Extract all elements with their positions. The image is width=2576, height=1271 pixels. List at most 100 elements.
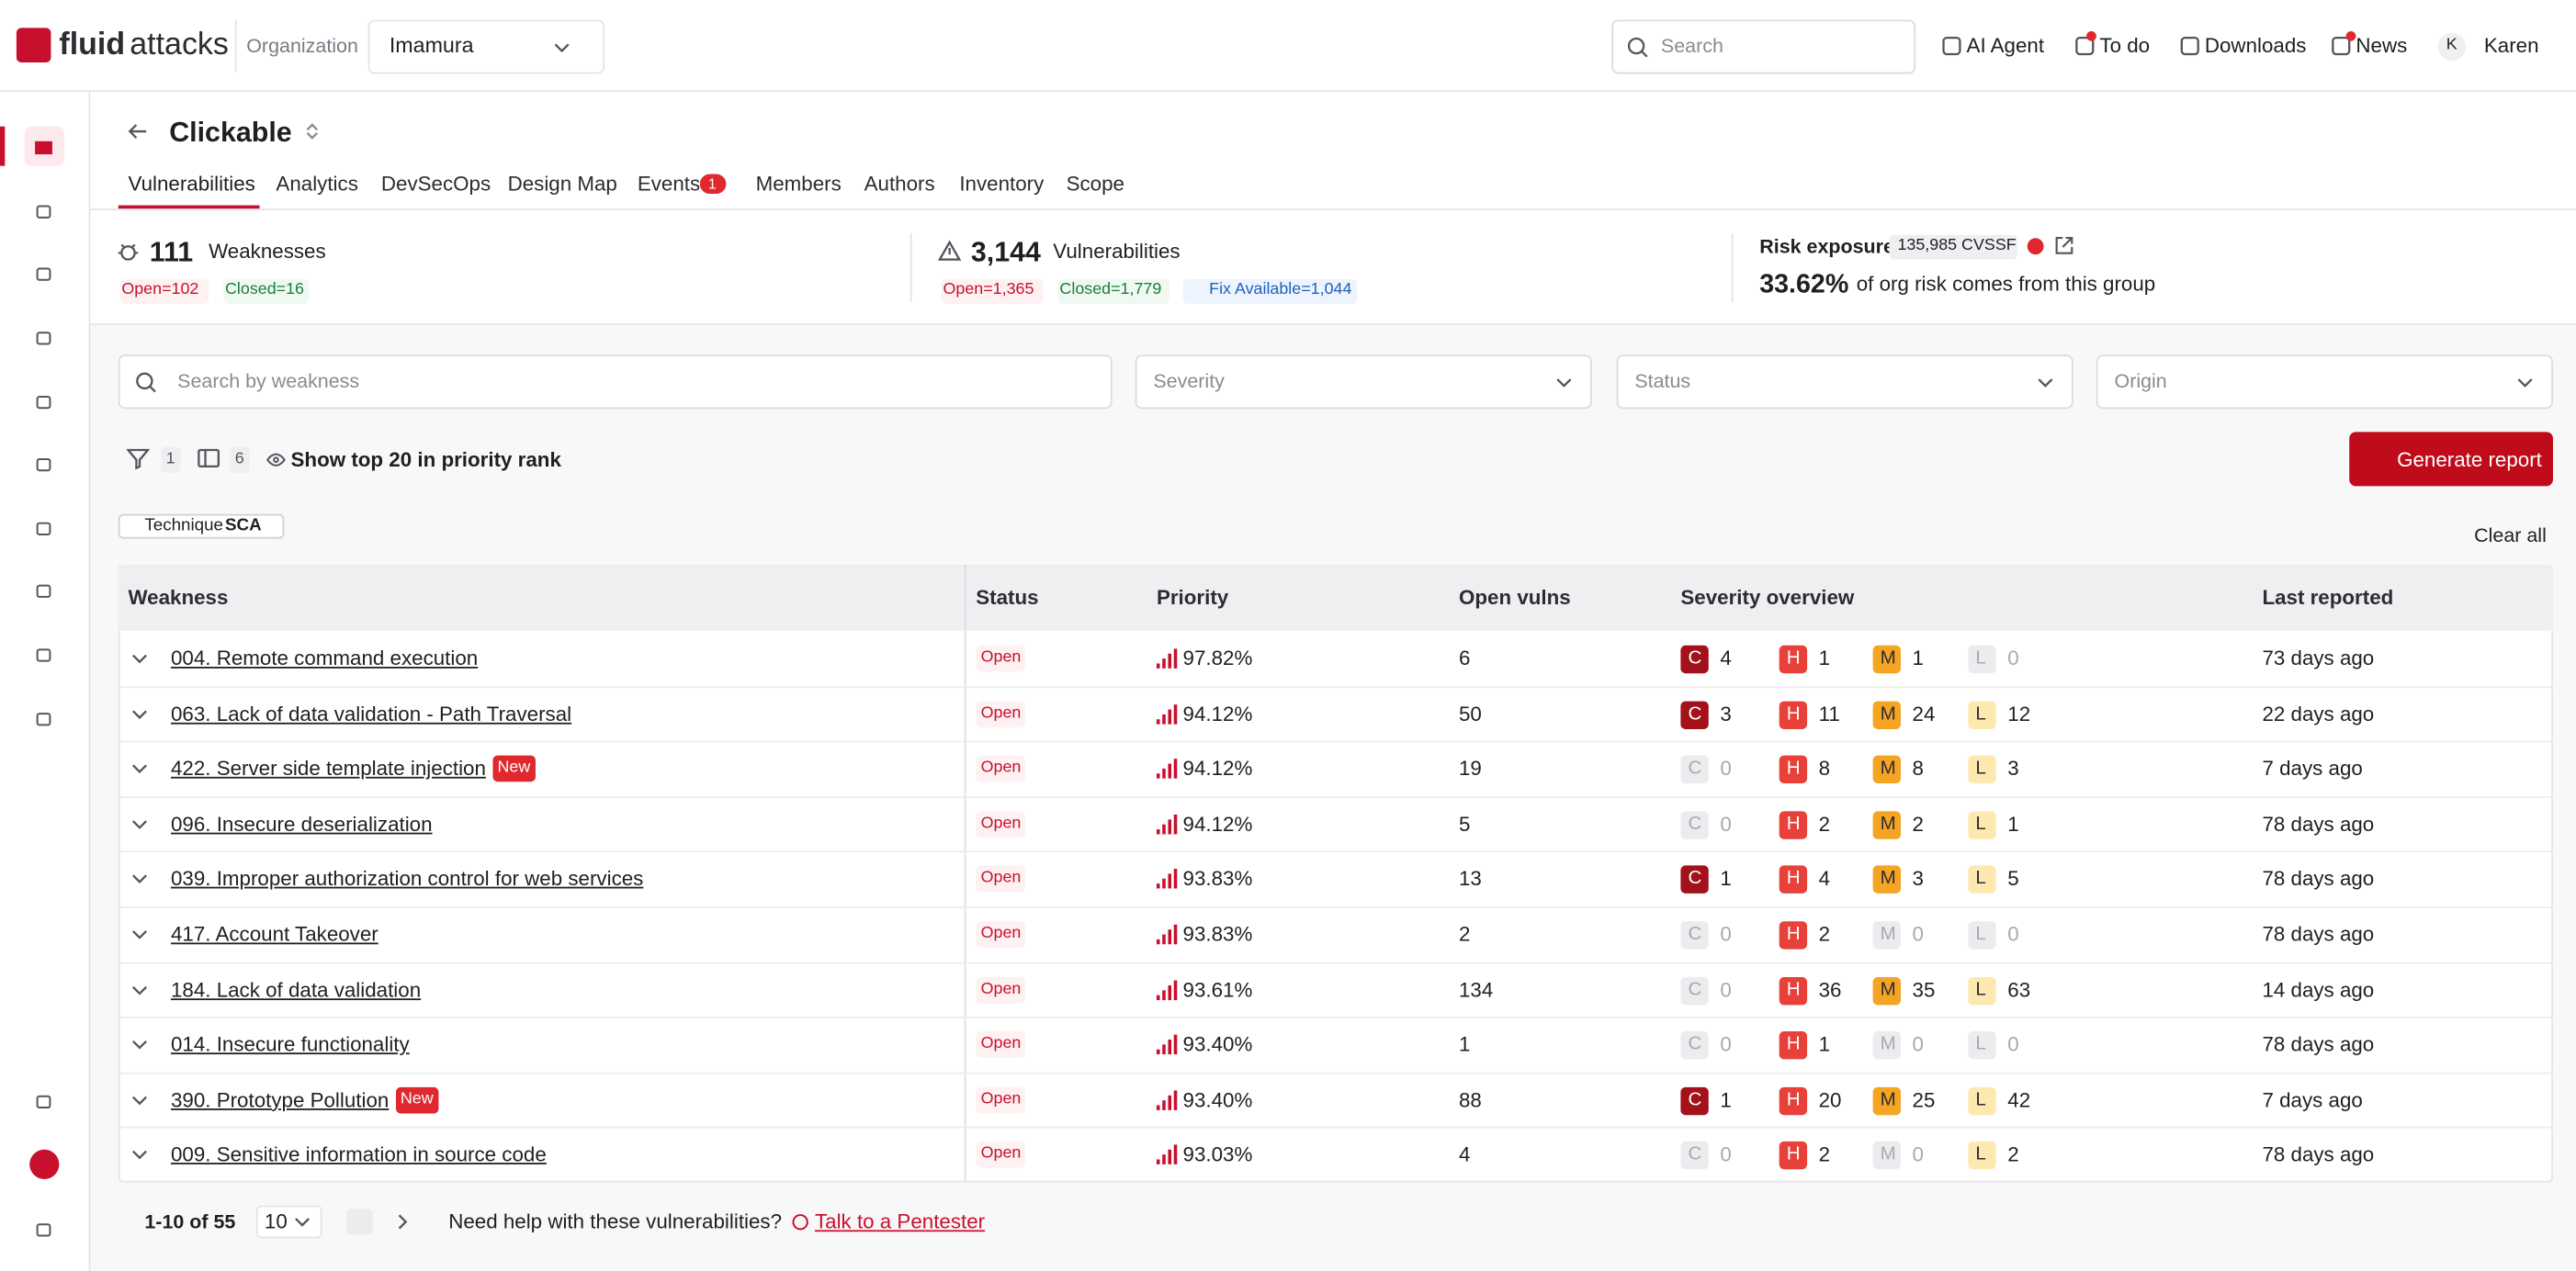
tab[interactable]: Scope <box>1066 172 1124 196</box>
sidebar-icon <box>35 1090 54 1109</box>
severity-badge <box>1968 1031 1996 1060</box>
page-size[interactable] <box>255 1205 322 1239</box>
chevron <box>128 813 151 836</box>
open-vulns: 19 <box>1458 757 1482 781</box>
help-icon[interactable] <box>29 1149 60 1179</box>
brand: fluid <box>59 28 126 62</box>
sidebar-icon <box>35 454 54 473</box>
chevron <box>550 36 573 59</box>
logo-mark <box>16 28 51 62</box>
chevron <box>2034 371 2057 394</box>
weakness-link[interactable]: 039. Improper authorization control for … <box>170 867 644 891</box>
nav-item[interactable]: Downloads <box>2204 34 2307 58</box>
nav-item[interactable]: News <box>2356 34 2408 58</box>
severity-badge <box>1779 1086 1808 1115</box>
severity-count: 1 <box>1720 1088 1732 1112</box>
weakness-link[interactable]: 422. Server side template injection <box>170 757 486 781</box>
weakness-link[interactable]: 417. Account Takeover <box>170 923 378 947</box>
weakness-link[interactable]: 004. Remote command execution <box>170 647 479 670</box>
severity-badge <box>1872 1031 1902 1060</box>
weakness-link[interactable]: 390. Prototype Pollution <box>170 1088 390 1112</box>
severity-count: 2 <box>2007 1143 2019 1167</box>
report-button[interactable] <box>2349 432 2553 487</box>
sidebar-icon <box>35 327 54 346</box>
severity-count: 0 <box>1720 1033 1732 1057</box>
last-reported: 7 days ago <box>2262 1088 2363 1112</box>
open-vulns: 88 <box>1458 1088 1482 1112</box>
tab[interactable]: Events <box>637 172 701 196</box>
dropdown[interactable] <box>2096 354 2553 410</box>
brand: attacks <box>130 28 229 62</box>
org-label: Organization <box>246 34 358 58</box>
column-header: Severity overview <box>1680 586 1855 610</box>
tab[interactable]: Vulnerabilities <box>128 172 255 196</box>
status-pill: Open <box>976 700 1026 727</box>
tab[interactable]: Authors <box>864 172 935 196</box>
top-toggle[interactable]: Show top 20 in priority rank <box>290 448 561 472</box>
dropdown-label: Origin <box>2114 369 2167 393</box>
column-count[interactable]: 6 <box>230 446 250 474</box>
stats-divider <box>910 232 912 303</box>
column-header[interactable]: Status <box>976 586 1039 610</box>
prev-page[interactable] <box>346 1209 373 1235</box>
weakness-link[interactable]: 184. Lack of data validation <box>170 978 422 1002</box>
tab[interactable]: DevSecOps <box>380 172 491 196</box>
severity-badge <box>1680 1086 1709 1115</box>
open-pill <box>119 279 209 304</box>
weakness-link[interactable]: 063. Lack of data validation - Path Trav… <box>170 702 572 725</box>
severity-letter: H <box>1786 979 1801 1000</box>
eye-icon <box>266 448 286 467</box>
severity-letter: M <box>1880 924 1896 945</box>
severity-badge <box>1680 866 1709 894</box>
severity-count: 0 <box>1720 1143 1732 1167</box>
severity-badge <box>1968 976 1996 1005</box>
nav-item[interactable]: AI Agent <box>1966 34 2045 58</box>
column-header[interactable]: Open vulns <box>1458 586 1571 610</box>
tab[interactable]: Analytics <box>276 172 358 196</box>
severity-letter: H <box>1786 703 1801 724</box>
chevron <box>128 703 151 725</box>
dropdown[interactable] <box>1135 354 1592 410</box>
severity-letter: L <box>1975 648 1986 669</box>
column-header[interactable]: Last reported <box>2262 586 2394 610</box>
events-badge-count: 1 <box>707 175 717 193</box>
chip-value: SCA <box>224 515 262 535</box>
severity-badge <box>1779 921 1808 950</box>
search-box[interactable] <box>1611 19 1916 74</box>
severity-count: 0 <box>2007 647 2019 670</box>
help-circle <box>792 1212 811 1232</box>
severity-badge <box>1680 976 1709 1005</box>
status-pill: Open <box>976 755 1026 782</box>
severity-letter: L <box>1975 703 1986 724</box>
weakness-link[interactable]: 014. Insecure functionality <box>170 1033 410 1057</box>
page-range: 1-10 of 55 <box>144 1209 236 1233</box>
cvssf-pill <box>1889 234 2017 260</box>
tab[interactable]: Design Map <box>507 172 617 196</box>
severity-count: 35 <box>1912 978 1936 1002</box>
sidebar <box>0 92 91 1271</box>
group-title: Clickable <box>169 116 292 148</box>
nav-item[interactable]: To do <box>2099 34 2151 58</box>
chevron <box>128 1088 151 1111</box>
chevron <box>128 868 151 891</box>
risk-percent: 33.62% <box>1759 271 1849 299</box>
severity-letter: L <box>1975 979 1986 1000</box>
column-header[interactable]: Weakness <box>128 586 229 610</box>
filter-count[interactable]: 1 <box>161 446 180 474</box>
tab[interactable]: Members <box>755 172 842 196</box>
weakness-link[interactable]: 096. Insecure deserialization <box>170 812 433 836</box>
weakness-search[interactable] <box>118 354 1113 410</box>
user-name[interactable]: Karen <box>2483 34 2539 58</box>
search-icon <box>135 371 158 394</box>
pentester-link[interactable]: Talk to a Pentester <box>814 1209 986 1233</box>
severity-count: 25 <box>1912 1088 1936 1112</box>
priority-icon <box>1155 1033 1178 1056</box>
dropdown[interactable] <box>1616 354 2073 410</box>
severity-badge <box>1968 645 1996 674</box>
tab[interactable]: Inventory <box>959 172 1045 196</box>
clear-all[interactable]: Clear all <box>2474 523 2547 547</box>
severity-letter: M <box>1880 648 1896 669</box>
weakness-link[interactable]: 009. Sensitive information in source cod… <box>170 1143 547 1167</box>
sidebar-icon <box>35 517 54 536</box>
column-header[interactable]: Priority <box>1156 586 1229 610</box>
